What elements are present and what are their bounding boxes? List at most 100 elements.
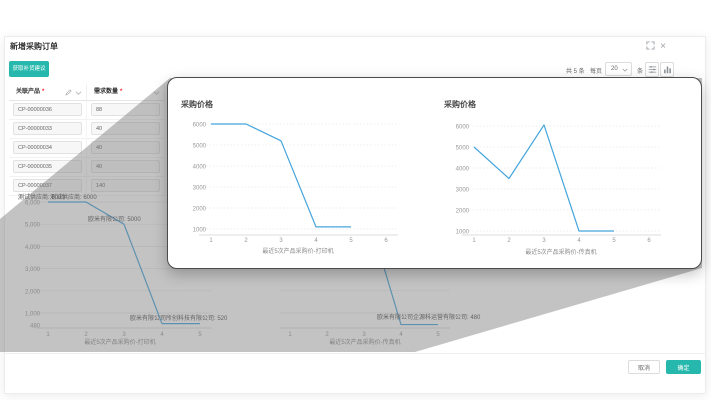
product-input[interactable]: CP-00000037	[13, 179, 82, 192]
order-items-table: 关联产品 * 需求数量 * CP-00000036 88 CP-00000033 40 CP…	[9, 84, 165, 196]
svg-text:3000: 3000	[193, 186, 207, 192]
pagination-unit: 条	[637, 69, 644, 75]
svg-text:最近5次产品采购价-打印机: 最近5次产品采购价-打印机	[84, 338, 155, 346]
quantity-input[interactable]: 40	[91, 160, 160, 173]
svg-text:3: 3	[122, 332, 126, 338]
replenish-suggestion-button[interactable]: 获取补货建议	[9, 61, 49, 77]
quantity-cell: 140	[87, 177, 165, 195]
svg-text:4000: 4000	[456, 167, 470, 173]
column-label: 需求数量	[94, 89, 119, 95]
svg-text:6,000: 6,000	[25, 201, 41, 207]
column-header-quantity[interactable]: 需求数量 *	[87, 84, 165, 100]
svg-text:6000: 6000	[193, 123, 207, 129]
chevron-down-icon[interactable]	[153, 89, 160, 96]
svg-text:3000: 3000	[456, 188, 470, 194]
svg-text:最近5次产品采购价-传真机: 最近5次产品采购价-传真机	[525, 248, 596, 256]
svg-text:2: 2	[507, 238, 511, 244]
product-cell: CP-00000033	[9, 120, 87, 138]
column-label: 关联产品	[16, 89, 41, 95]
sliders-icon	[648, 65, 656, 74]
table-body: CP-00000036 88 CP-00000033 40 CP-00000034 40 C…	[9, 101, 165, 196]
svg-text:3,000: 3,000	[25, 267, 41, 273]
svg-text:6000: 6000	[456, 125, 470, 131]
price-history-popup: 6000 5000 4000 3000 2000 1000 1 2 3 4 5 6 采购价格 最近5次产品…	[167, 77, 702, 269]
svg-text:欧米有限公司所创科技有限公司: 520: 欧米有限公司所创科技有限公司: 520	[130, 314, 228, 322]
chevron-down-icon[interactable]	[75, 89, 82, 96]
svg-text:采购价格: 采购价格	[180, 99, 214, 109]
quantity-input[interactable]: 140	[91, 179, 160, 192]
svg-text:2: 2	[325, 332, 329, 338]
svg-text:6: 6	[384, 238, 388, 244]
edit-pencil-icon[interactable]	[65, 89, 72, 96]
fullscreen-icon[interactable]	[644, 41, 656, 53]
quantity-input[interactable]: 88	[91, 103, 160, 116]
column-settings-button[interactable]	[645, 62, 659, 77]
svg-text:最近5次产品采购价-打印机: 最近5次产品采购价-打印机	[262, 247, 333, 255]
svg-text:5,000: 5,000	[25, 223, 41, 229]
product-cell: CP-00000034	[9, 139, 87, 157]
table-row: CP-00000035 40	[9, 158, 165, 177]
svg-text:4,000: 4,000	[25, 245, 41, 251]
svg-text:1,000: 1,000	[25, 312, 41, 318]
product-input[interactable]: CP-00000034	[13, 141, 82, 154]
table-row: CP-00000034 40	[9, 139, 165, 158]
svg-text:3: 3	[542, 238, 546, 244]
svg-text:3: 3	[279, 238, 283, 244]
page-size-value: 20	[611, 66, 618, 72]
modal-title: 新增采购订单	[10, 42, 58, 51]
column-header-product[interactable]: 关联产品 *	[9, 84, 87, 100]
svg-text:欧米有限公司: 5000: 欧米有限公司: 5000	[88, 215, 141, 223]
svg-text:480: 480	[30, 324, 41, 330]
svg-text:测试供应商: 6000: 测试供应商: 6000	[18, 193, 65, 201]
bar-chart-icon	[663, 66, 671, 74]
svg-text:最近5次产品采购价-传真机: 最近5次产品采购价-传真机	[329, 338, 400, 346]
confirm-button[interactable]: 确定	[666, 360, 701, 374]
chart-view-button[interactable]	[660, 62, 674, 77]
svg-text:4: 4	[160, 332, 164, 338]
cancel-button[interactable]: 取消	[628, 360, 660, 374]
required-star: *	[120, 89, 123, 95]
svg-text:2,000: 2,000	[25, 289, 41, 295]
svg-text:5: 5	[612, 238, 616, 244]
svg-text:4: 4	[399, 332, 403, 338]
quantity-cell: 40	[87, 158, 165, 176]
quantity-cell: 40	[87, 139, 165, 157]
quantity-cell: 40	[87, 120, 165, 138]
quantity-cell: 88	[87, 101, 165, 119]
svg-text:3: 3	[362, 332, 366, 338]
svg-text:1: 1	[288, 332, 292, 338]
product-input[interactable]: CP-00000033	[13, 122, 82, 135]
svg-text:2000: 2000	[456, 209, 470, 215]
product-input[interactable]: CP-00000036	[13, 103, 82, 116]
chevron-down-icon	[622, 68, 628, 72]
svg-text:5000: 5000	[456, 146, 470, 152]
svg-text:1000: 1000	[456, 230, 470, 236]
svg-text:5000: 5000	[193, 144, 207, 150]
quantity-input[interactable]: 40	[91, 122, 160, 135]
svg-text:5: 5	[436, 332, 440, 338]
quantity-input[interactable]: 40	[91, 141, 160, 154]
footer-divider	[4, 353, 706, 354]
table-row: CP-00000037 140	[9, 177, 165, 196]
pagination-per-page-label: 每页	[590, 69, 603, 75]
svg-text:1: 1	[209, 238, 213, 244]
close-icon[interactable]: ×	[660, 41, 666, 52]
svg-text:1: 1	[46, 332, 50, 338]
svg-text:5: 5	[198, 332, 202, 338]
required-star: *	[42, 89, 45, 95]
svg-text:欧米有限公司企源科运营有限公司: 480: 欧米有限公司企源科运营有限公司: 480	[377, 313, 481, 321]
product-cell: CP-00000037	[9, 177, 87, 195]
svg-text:4000: 4000	[193, 165, 207, 171]
svg-text:2: 2	[84, 332, 88, 338]
svg-text:2000: 2000	[193, 207, 207, 213]
svg-text:1000: 1000	[193, 228, 207, 234]
product-input[interactable]: CP-00000035	[13, 160, 82, 173]
page-size-select[interactable]: 20	[605, 62, 632, 76]
svg-text:4: 4	[577, 238, 581, 244]
svg-text:1: 1	[472, 238, 476, 244]
table-row: CP-00000036 88	[9, 101, 165, 120]
svg-text:5: 5	[349, 238, 353, 244]
